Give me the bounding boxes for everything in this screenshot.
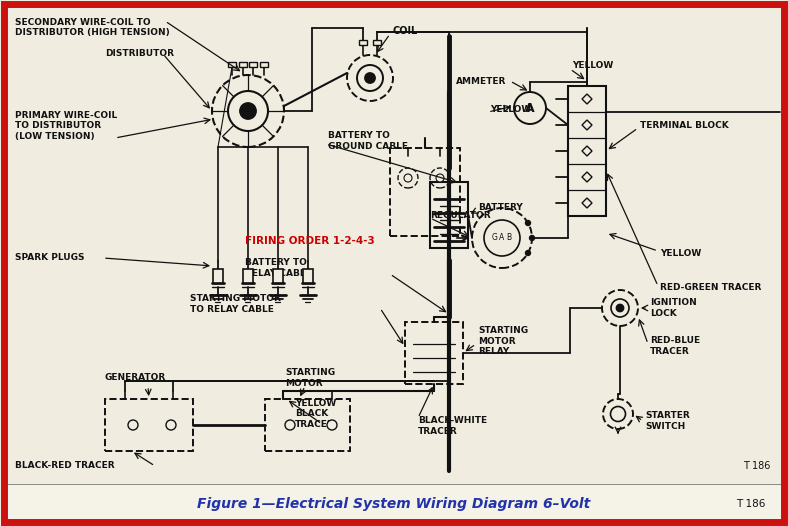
Bar: [243, 269, 253, 283]
Text: TERMINAL BLOCK: TERMINAL BLOCK: [640, 122, 729, 130]
Text: YELLOW: YELLOW: [490, 106, 531, 115]
Text: AMMETER: AMMETER: [456, 76, 507, 86]
Text: RED-BLUE
TRACER: RED-BLUE TRACER: [650, 336, 700, 356]
Text: T 186: T 186: [736, 499, 765, 509]
Bar: [105, 399, 193, 451]
Text: T 186: T 186: [742, 461, 770, 471]
Text: REGULATOR: REGULATOR: [430, 211, 491, 220]
Text: B: B: [507, 234, 511, 242]
Text: Figure 1—Electrical System Wiring Diagram 6–Volt: Figure 1—Electrical System Wiring Diagra…: [197, 497, 591, 511]
Circle shape: [526, 250, 530, 256]
Text: STARTING
MOTOR: STARTING MOTOR: [285, 368, 335, 388]
Circle shape: [436, 174, 444, 182]
Bar: [390, 148, 460, 236]
Bar: [239, 62, 247, 67]
Text: FIRING ORDER 1-2-4-3: FIRING ORDER 1-2-4-3: [245, 236, 375, 246]
Bar: [273, 269, 283, 283]
Bar: [228, 62, 236, 67]
Text: COIL: COIL: [393, 26, 418, 36]
Text: BATTERY: BATTERY: [478, 204, 522, 213]
Text: BATTERY TO
GROUND CABLE: BATTERY TO GROUND CABLE: [328, 132, 408, 151]
Bar: [260, 62, 268, 67]
Bar: [303, 269, 313, 283]
Circle shape: [128, 420, 138, 430]
Text: A: A: [500, 234, 504, 242]
Bar: [5, 485, 783, 521]
Circle shape: [285, 420, 295, 430]
Circle shape: [240, 103, 256, 119]
Text: BLACK-RED TRACER: BLACK-RED TRACER: [15, 461, 114, 470]
Circle shape: [365, 73, 375, 83]
Circle shape: [526, 220, 530, 226]
Text: STARTER
SWITCH: STARTER SWITCH: [645, 411, 690, 431]
Circle shape: [327, 420, 337, 430]
Polygon shape: [582, 172, 592, 182]
Polygon shape: [582, 146, 592, 156]
Bar: [213, 269, 223, 283]
Polygon shape: [582, 94, 592, 104]
Bar: [405, 322, 463, 384]
Circle shape: [404, 174, 412, 182]
Text: BATTERY TO
RELAY CABLE: BATTERY TO RELAY CABLE: [245, 258, 312, 278]
Circle shape: [616, 305, 623, 311]
Text: RED-GREEN TRACER: RED-GREEN TRACER: [660, 284, 761, 292]
Text: STARTING
MOTOR
RELAY: STARTING MOTOR RELAY: [478, 326, 528, 356]
Bar: [249, 62, 257, 67]
Text: IGNITION
LOCK: IGNITION LOCK: [650, 298, 697, 318]
Bar: [373, 40, 381, 45]
Circle shape: [166, 420, 176, 430]
Bar: [359, 40, 367, 45]
Circle shape: [530, 236, 534, 240]
Bar: [265, 399, 350, 451]
Text: YELLOW: YELLOW: [572, 62, 613, 70]
Text: GENERATOR: GENERATOR: [105, 373, 166, 382]
Text: SECONDARY WIRE-COIL TO
DISTRIBUTOR (HIGH TENSION): SECONDARY WIRE-COIL TO DISTRIBUTOR (HIGH…: [15, 18, 169, 37]
Polygon shape: [582, 198, 592, 208]
Text: PRIMARY WIRE-COIL
TO DISTRIBUTOR
(LOW TENSION): PRIMARY WIRE-COIL TO DISTRIBUTOR (LOW TE…: [15, 111, 117, 141]
Bar: [568, 86, 606, 216]
Polygon shape: [582, 120, 592, 130]
Text: YELLOW: YELLOW: [660, 249, 701, 258]
Text: DISTRIBUTOR: DISTRIBUTOR: [105, 49, 174, 58]
Text: SPARK PLUGS: SPARK PLUGS: [15, 254, 84, 262]
Text: BLACK-WHITE
TRACER: BLACK-WHITE TRACER: [418, 416, 487, 436]
Bar: [430, 182, 468, 248]
Text: A: A: [525, 102, 535, 115]
Text: G: G: [492, 234, 498, 242]
Text: STARTING MOTOR
TO RELAY CABLE: STARTING MOTOR TO RELAY CABLE: [190, 295, 281, 313]
Text: YELLOW
BLACK
TRACER: YELLOW BLACK TRACER: [295, 399, 336, 429]
